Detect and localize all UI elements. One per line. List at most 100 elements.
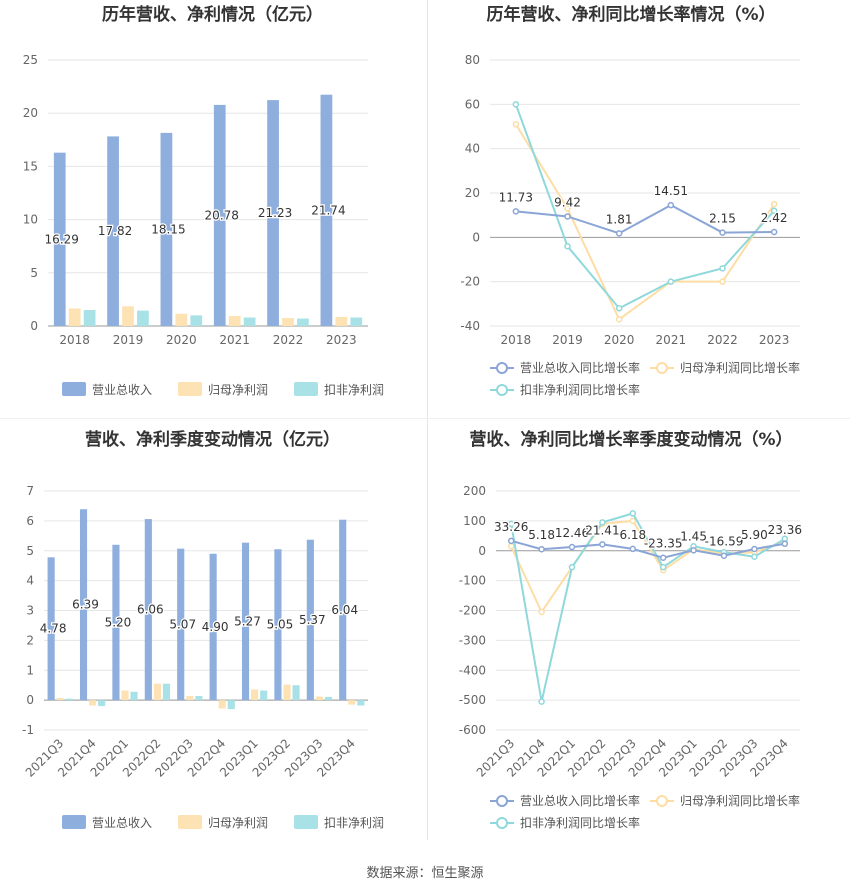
data-label: 5.90	[741, 528, 768, 542]
data-label: 5.18	[528, 528, 555, 542]
data-label: -23.35	[644, 537, 683, 551]
bar-deducted-profit	[130, 691, 138, 701]
x-tick-label: 2022	[707, 333, 738, 347]
y-tick-label: -40	[460, 319, 480, 333]
data-point	[568, 563, 576, 571]
data-point	[615, 316, 623, 323]
data-label: 17.82	[98, 224, 132, 238]
y-tick-label: -100	[459, 574, 486, 588]
y-tick-label: 5	[30, 266, 38, 280]
y-tick-label: 80	[465, 53, 480, 67]
data-point	[690, 547, 697, 554]
data-point	[615, 305, 623, 312]
bar-revenue	[213, 104, 226, 326]
bar-net-profit	[315, 696, 323, 701]
legend-swatch	[62, 815, 86, 829]
bar-revenue	[47, 557, 55, 701]
bar-revenue	[306, 539, 314, 701]
annual-revenue-profit-chart: 历年营收、净利情况（亿元） 0 5 10 15 20 25 2018 2019 2020 2021 2…	[23, 4, 384, 397]
legend-label: 营业总收入同比增长率	[520, 360, 640, 375]
bar-net-profit	[122, 306, 134, 326]
bar-revenue	[241, 542, 250, 701]
bar-deducted-profit	[83, 310, 96, 326]
data-point	[719, 265, 726, 272]
legend-swatch	[178, 815, 202, 829]
bar-net-profit	[89, 700, 97, 706]
data-point	[615, 230, 623, 237]
series-line-revenue-growth	[510, 539, 785, 559]
data-point	[538, 545, 545, 553]
data-point	[564, 242, 571, 250]
series-line-deducted-growth	[514, 103, 775, 310]
y-tick-label: 7	[26, 484, 34, 498]
bar-revenue	[209, 553, 217, 701]
legend-label: 营业总收入	[92, 383, 152, 397]
y-tick-label: 15	[23, 159, 38, 173]
bar-revenue	[339, 519, 347, 701]
data-label: 1.45	[680, 529, 707, 543]
data-point	[659, 563, 667, 571]
bar-deducted-profit	[137, 310, 149, 326]
y-tick-label: 0	[472, 230, 480, 244]
series-line-revenue-growth	[515, 204, 775, 235]
bar-net-profit	[121, 690, 129, 701]
data-point	[507, 543, 515, 550]
data-label: 6.06	[137, 603, 164, 617]
y-tick-label: -500	[459, 693, 486, 707]
legend-label: 扣非净利润	[324, 383, 384, 397]
y-tick-label: 4	[26, 574, 34, 588]
data-point	[659, 554, 667, 561]
legend-marker	[656, 362, 668, 374]
x-tick-label: 2023	[759, 333, 790, 347]
legend-marker	[496, 817, 508, 829]
bar-net-profit	[56, 698, 64, 701]
legend-label: 归母净利润	[208, 816, 268, 830]
chart-title: 营收、净利季度变动情况（亿元）	[85, 429, 340, 450]
data-source-note: 数据来源：恒生聚源	[366, 866, 484, 881]
legend-swatch	[294, 815, 318, 829]
bar-net-profit	[218, 700, 226, 709]
data-label: 6.39	[72, 598, 99, 612]
data-label: 6.18	[619, 528, 646, 542]
bar-revenue	[267, 100, 279, 327]
data-label: 5.07	[169, 617, 196, 631]
x-tick-label: 2020	[604, 333, 635, 347]
bar-revenue	[160, 132, 173, 326]
data-label: 5.37	[299, 613, 326, 627]
y-tick-label: -1	[22, 723, 34, 737]
data-label: 18.15	[151, 222, 185, 236]
legend-label: 归母净利润	[208, 383, 268, 397]
legend-label: 营业总收入同比增长率	[520, 793, 640, 808]
data-point	[629, 510, 637, 517]
data-label: 11.73	[499, 190, 533, 204]
bar-net-profit	[283, 684, 291, 701]
bar-deducted-profit	[190, 315, 203, 326]
bar-deducted-profit	[324, 696, 333, 701]
data-point	[512, 208, 520, 215]
bar-revenue	[112, 544, 120, 701]
data-label: 1.81	[606, 212, 633, 226]
x-tick-label: 2020	[166, 333, 197, 347]
bar-net-profit	[186, 695, 194, 701]
y-tick-label: 2	[26, 633, 34, 647]
data-point	[770, 228, 778, 236]
data-label: 4.90	[202, 620, 229, 634]
y-tick-label: -600	[459, 723, 486, 737]
legend-label: 扣非净利润同比增长率	[520, 815, 640, 830]
y-tick-label: 25	[23, 53, 38, 67]
data-point	[599, 541, 606, 548]
data-label: 14.51	[654, 184, 688, 198]
x-tick-label: 2018	[501, 333, 532, 347]
bar-net-profit	[282, 318, 294, 326]
data-label: 6.04	[331, 603, 358, 617]
legend-label: 扣非净利润同比增长率	[520, 382, 640, 397]
data-label: 2.15	[709, 212, 736, 226]
data-label: 5.20	[105, 615, 132, 629]
y-tick-label: -400	[459, 663, 486, 677]
x-tick-label: 2019	[113, 333, 144, 347]
chart-title: 历年营收、净利情况（亿元）	[102, 4, 323, 25]
y-tick-label: 40	[465, 142, 480, 156]
horizontal-divider	[0, 418, 850, 419]
y-tick-label: 10	[23, 213, 38, 227]
data-label: -16.59	[705, 535, 744, 549]
